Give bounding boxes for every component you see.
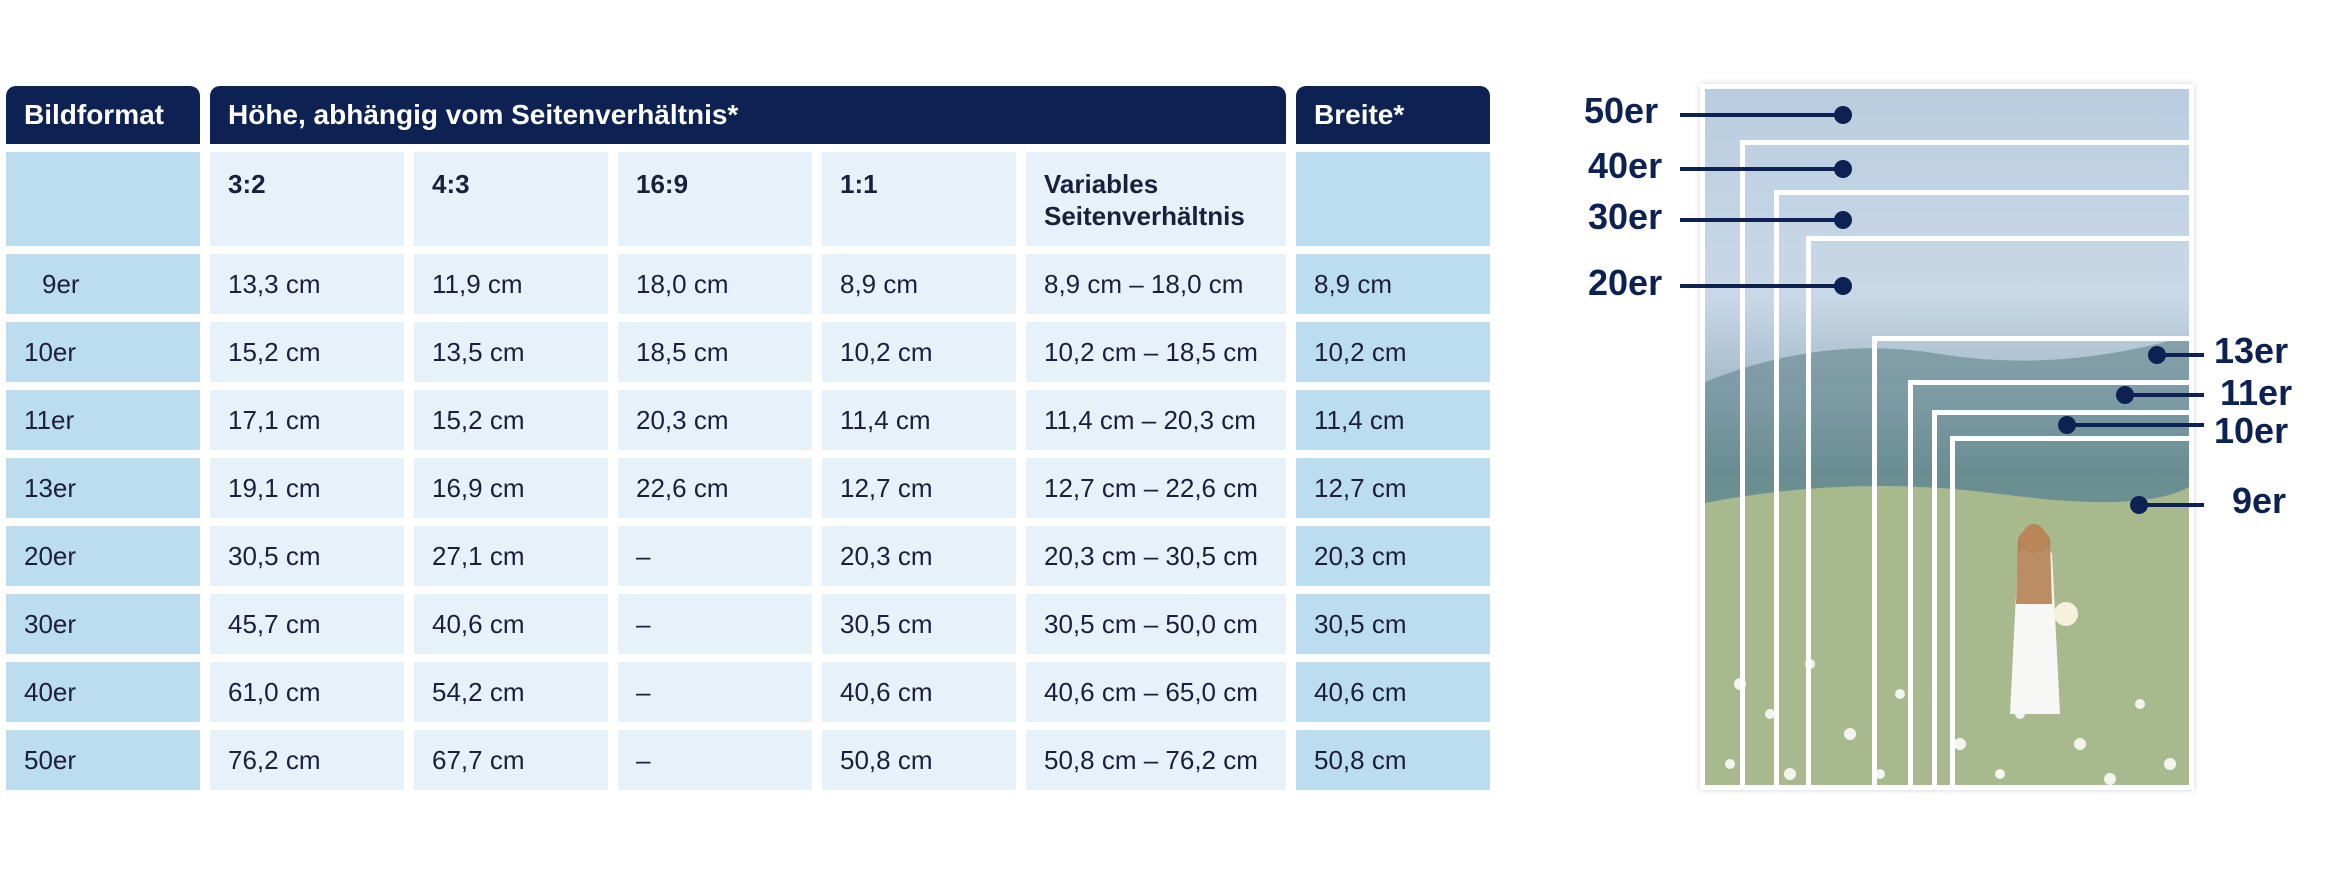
leader-9er (2138, 503, 2204, 507)
cell-3-c5: 12,7 cm – 22,6 cm (1026, 458, 1286, 518)
cell-4-c1: 30,5 cm (210, 526, 404, 586)
row-width-2: 11,4 cm (1296, 390, 1490, 450)
dot-40er (1834, 160, 1852, 178)
cell-2-c3: 20,3 cm (618, 390, 812, 450)
cell-0-c4: 8,9 cm (822, 254, 1016, 314)
subheader-0: 3:2 (210, 152, 404, 246)
row-width-1: 10,2 cm (1296, 322, 1490, 382)
row-format-6: 40er (6, 662, 200, 722)
row-format-4: 20er (6, 526, 200, 586)
cell-3-c2: 16,9 cm (414, 458, 608, 518)
row-format-5: 30er (6, 594, 200, 654)
row-format-3: 13er (6, 458, 200, 518)
row-format-7: 50er (6, 730, 200, 790)
cell-2-c5: 11,4 cm – 20,3 cm (1026, 390, 1286, 450)
cell-0-c1: 13,3 cm (210, 254, 404, 314)
row-width-7: 50,8 cm (1296, 730, 1490, 790)
row-width-4: 20,3 cm (1296, 526, 1490, 586)
cell-3-c4: 12,7 cm (822, 458, 1016, 518)
leader-40er (1680, 167, 1842, 171)
cell-4-c3: – (618, 526, 812, 586)
dot-20er (1834, 277, 1852, 295)
leader-50er (1680, 113, 1842, 117)
row-width-6: 40,6 cm (1296, 662, 1490, 722)
photo-illustration (1700, 84, 2194, 790)
row-format-0: 9er (6, 254, 200, 314)
cell-1-c2: 13,5 cm (414, 322, 608, 382)
cell-2-c4: 11,4 cm (822, 390, 1016, 450)
cell-3-c1: 19,1 cm (210, 458, 404, 518)
leader-20er (1680, 284, 1842, 288)
leader-11er (2124, 393, 2204, 397)
row-format-2: 11er (6, 390, 200, 450)
cell-5-c5: 30,5 cm – 50,0 cm (1026, 594, 1286, 654)
cell-0-c5: 8,9 cm – 18,0 cm (1026, 254, 1286, 314)
cell-5-c1: 45,7 cm (210, 594, 404, 654)
label-9er: 9er (2232, 480, 2287, 521)
subheader-3: 1:1 (822, 152, 1016, 246)
subheader-empty-width (1296, 152, 1490, 246)
row-width-0: 8,9 cm (1296, 254, 1490, 314)
header-format: Bildformat (6, 86, 200, 144)
cell-1-c4: 10,2 cm (822, 322, 1016, 382)
frame-9er (1950, 436, 2194, 790)
dot-30er (1834, 211, 1852, 229)
leader-30er (1680, 218, 1842, 222)
dot-50er (1834, 106, 1852, 124)
cell-5-c3: – (618, 594, 812, 654)
subheader-empty-format (6, 152, 200, 246)
header-width: Breite* (1296, 86, 1490, 144)
cell-6-c5: 40,6 cm – 65,0 cm (1026, 662, 1286, 722)
cell-7-c1: 76,2 cm (210, 730, 404, 790)
subheader-2: 16:9 (618, 152, 812, 246)
subheader-4: Variables Seitenverhältnis (1026, 152, 1286, 246)
cell-2-c1: 17,1 cm (210, 390, 404, 450)
cell-4-c5: 20,3 cm – 30,5 cm (1026, 526, 1286, 586)
row-width-3: 12,7 cm (1296, 458, 1490, 518)
row-format-1: 10er (6, 322, 200, 382)
cell-1-c3: 18,5 cm (618, 322, 812, 382)
leader-13er (2156, 353, 2204, 357)
subheader-1: 4:3 (414, 152, 608, 246)
cell-6-c3: – (618, 662, 812, 722)
cell-0-c2: 11,9 cm (414, 254, 608, 314)
photo-image (1700, 84, 2194, 790)
cell-1-c5: 10,2 cm – 18,5 cm (1026, 322, 1286, 382)
label-10er: 10er (2214, 410, 2289, 451)
cell-1-c1: 15,2 cm (210, 322, 404, 382)
leader-10er (2066, 423, 2204, 427)
cell-4-c4: 20,3 cm (822, 526, 1016, 586)
cell-3-c3: 22,6 cm (618, 458, 812, 518)
cell-2-c2: 15,2 cm (414, 390, 608, 450)
label-30er: 30er (1588, 196, 1663, 237)
cell-5-c2: 40,6 cm (414, 594, 608, 654)
label-40er: 40er (1588, 145, 1663, 186)
cell-6-c4: 40,6 cm (822, 662, 1016, 722)
cell-7-c4: 50,8 cm (822, 730, 1016, 790)
label-20er: 20er (1588, 262, 1663, 303)
row-width-5: 30,5 cm (1296, 594, 1490, 654)
label-13er: 13er (2214, 330, 2289, 371)
cell-6-c1: 61,0 cm (210, 662, 404, 722)
cell-7-c5: 50,8 cm – 76,2 cm (1026, 730, 1286, 790)
cell-5-c4: 30,5 cm (822, 594, 1016, 654)
cell-7-c2: 67,7 cm (414, 730, 608, 790)
cell-4-c2: 27,1 cm (414, 526, 608, 586)
label-11er: 11er (2220, 372, 2293, 413)
cell-0-c3: 18,0 cm (618, 254, 812, 314)
header-height: Höhe, abhängig vom Seitenverhältnis* (210, 86, 1286, 144)
cell-7-c3: – (618, 730, 812, 790)
cell-6-c2: 54,2 cm (414, 662, 608, 722)
label-50er: 50er (1584, 90, 1659, 131)
